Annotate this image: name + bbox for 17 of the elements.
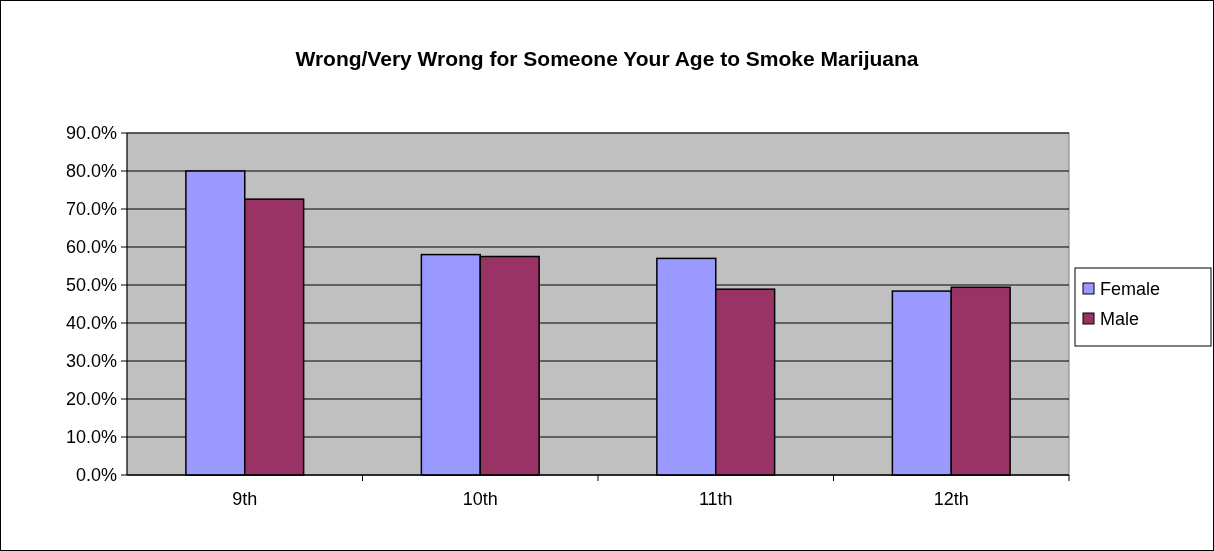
y-tick-label: 10.0%: [65, 427, 117, 448]
x-tick-label: 11th: [698, 489, 733, 509]
y-tick-label: 60.0%: [65, 237, 117, 258]
y-tick-label: 20.0%: [65, 389, 117, 410]
legend-label: Female: [1100, 279, 1161, 300]
x-tick-label: 10th: [462, 489, 498, 509]
x-tick-label: 9th: [232, 489, 258, 509]
y-tick-label: 70.0%: [65, 199, 117, 220]
legend-label: Male: [1100, 309, 1140, 330]
y-tick-label: 50.0%: [65, 275, 117, 296]
y-tick-label: 80.0%: [65, 161, 117, 182]
x-tick-label: 12th: [933, 489, 969, 509]
chart-title: Wrong/Very Wrong for Someone Your Age to Smoke Marijuana: [295, 47, 919, 70]
y-tick-label: 0.0%: [75, 465, 117, 486]
y-tick-label: 90.0%: [65, 123, 117, 144]
y-tick-label: 40.0%: [65, 313, 117, 334]
y-tick-label: 30.0%: [65, 351, 117, 372]
